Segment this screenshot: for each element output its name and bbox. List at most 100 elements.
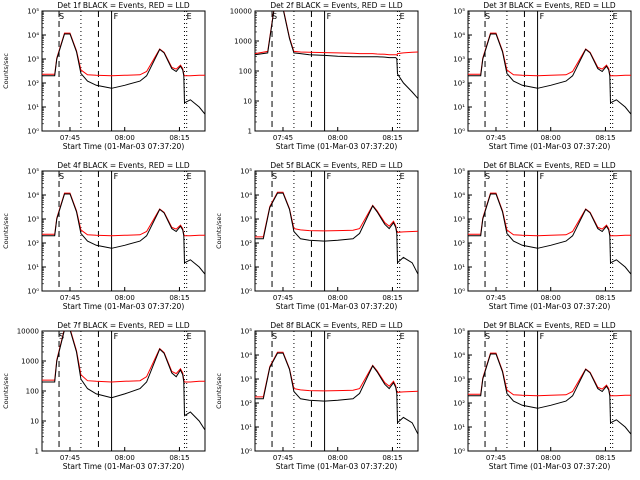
series-lld-line [255,191,418,238]
x-tick-label: 08:00 [115,134,135,142]
x-tick-label: 08:00 [115,294,135,302]
y-tick-label: 100 [239,68,252,76]
x-tick-label: 07:45 [486,134,506,142]
x-tick-label: 08:00 [541,454,561,462]
x-axis-label: Start Time (01-Mar-03 07:37:20) [276,462,398,471]
chart-title: Det 9f BLACK = Events, RED = LLD [483,321,616,330]
y-tick-label: 10³ [240,216,252,224]
flag-f: F [540,332,545,341]
x-tick-label: 07:45 [60,454,80,462]
x-tick-label: 08:15 [169,454,189,462]
y-tick-label: 10⁵ [27,168,39,176]
y-tick-label: 10³ [27,56,39,64]
y-tick-label: 10⁴ [240,192,252,200]
plot-frame [41,170,206,292]
x-tick-label: 08:00 [328,454,348,462]
detector-chart-5f: Det 5f BLACK = Events, RED = LLD 10⁰ 10¹ 10… [215,161,419,311]
flag-e: E [187,12,192,21]
y-tick-label: 10² [240,240,252,248]
plot-frame [41,330,206,452]
y-tick-label: 10⁵ [453,168,465,176]
chart-title: Det 8f BLACK = Events, RED = LLD [270,321,403,330]
flag-f: F [114,12,119,21]
chart-title: Det 5f BLACK = Events, RED = LLD [270,161,403,170]
x-axis-label: Start Time (01-Mar-03 07:37:20) [276,302,398,311]
flag-s: S [59,172,64,181]
plot-frame [41,10,206,132]
series-lld-line [468,32,631,77]
y-tick-label: 10¹ [453,104,465,112]
x-axis-label: Start Time (01-Mar-03 07:37:20) [489,142,611,151]
series-lld-line [42,32,205,77]
chart-title: Det 3f BLACK = Events, RED = LLD [483,1,616,10]
plot-frame [467,170,632,292]
detector-chart-9f: Det 9f BLACK = Events, RED = LLD 10⁰ 10¹ 10… [453,321,632,471]
x-tick-label: 08:00 [328,134,348,142]
y-tick-label: 10⁵ [240,328,252,336]
y-tick-label: 10⁰ [453,288,465,296]
chart-title: Det 1f BLACK = Events, RED = LLD [57,1,190,10]
x-tick-label: 07:45 [486,294,506,302]
x-tick-label: 08:00 [541,134,561,142]
x-tick-label: 07:45 [60,294,80,302]
x-tick-label: 08:15 [595,454,615,462]
series-events-line [255,11,418,99]
y-tick-label: 10³ [453,56,465,64]
chart-title: Det 6f BLACK = Events, RED = LLD [483,161,616,170]
y-axis-label: Counts/sec [2,213,10,249]
detector-chart-1f: Det 1f BLACK = Events, RED = LLD 10⁰ 10¹ 10… [2,1,206,151]
flag-s: S [485,12,490,21]
series-lld-line [42,331,205,383]
series-events-line [468,33,631,115]
series-events-line [468,353,631,435]
flag-s: S [59,332,64,341]
flag-f: F [114,172,119,181]
flag-e: E [613,12,618,21]
x-tick-label: 07:45 [486,454,506,462]
y-tick-label: 10³ [453,376,465,384]
series-lld-line [468,352,631,397]
flag-e: E [400,12,405,21]
y-tick-label: 10⁰ [453,448,465,456]
y-axis-label: Counts/sec [215,213,223,249]
flag-e: E [400,332,405,341]
y-tick-label: 10000 [230,8,252,16]
y-tick-label: 10³ [27,216,39,224]
plot-frame [467,330,632,452]
flag-f: F [327,12,332,21]
x-tick-label: 08:15 [595,134,615,142]
series-lld-line [255,351,418,398]
x-tick-label: 08:00 [328,294,348,302]
y-tick-label: 10¹ [240,424,252,432]
y-tick-label: 10⁰ [27,288,39,296]
y-tick-label: 10⁰ [240,288,252,296]
y-tick-label: 1000 [234,38,252,46]
series-lld-line [42,192,205,237]
series-events-line [42,193,205,275]
flag-f: F [327,172,332,181]
y-tick-label: 10¹ [240,264,252,272]
y-axis-label: Counts/sec [2,373,10,409]
y-tick-label: 10³ [240,376,252,384]
y-tick-label: 10000 [17,328,39,336]
detector-chart-2f: Det 2f BLACK = Events, RED = LLD 1 10 100 10… [230,1,419,151]
y-tick-label: 10² [453,400,465,408]
y-tick-label: 10 [243,98,252,106]
flag-e: E [613,332,618,341]
y-tick-label: 10² [27,80,39,88]
y-axis-label: Counts/sec [2,53,10,89]
y-tick-label: 10¹ [27,264,39,272]
series-events-line [255,192,418,275]
x-tick-label: 07:45 [273,454,293,462]
y-tick-label: 10⁴ [453,32,465,40]
x-axis-label: Start Time (01-Mar-03 07:37:20) [276,142,398,151]
x-tick-label: 08:15 [595,294,615,302]
x-axis-label: Start Time (01-Mar-03 07:37:20) [63,462,185,471]
chart-title: Det 7f BLACK = Events, RED = LLD [57,321,190,330]
y-tick-label: 10⁵ [240,168,252,176]
y-tick-label: 10⁵ [453,8,465,16]
y-tick-label: 10⁵ [27,8,39,16]
y-tick-label: 10³ [453,216,465,224]
detector-chart-4f: Det 4f BLACK = Events, RED = LLD 10⁰ 10¹ 10… [2,161,206,311]
